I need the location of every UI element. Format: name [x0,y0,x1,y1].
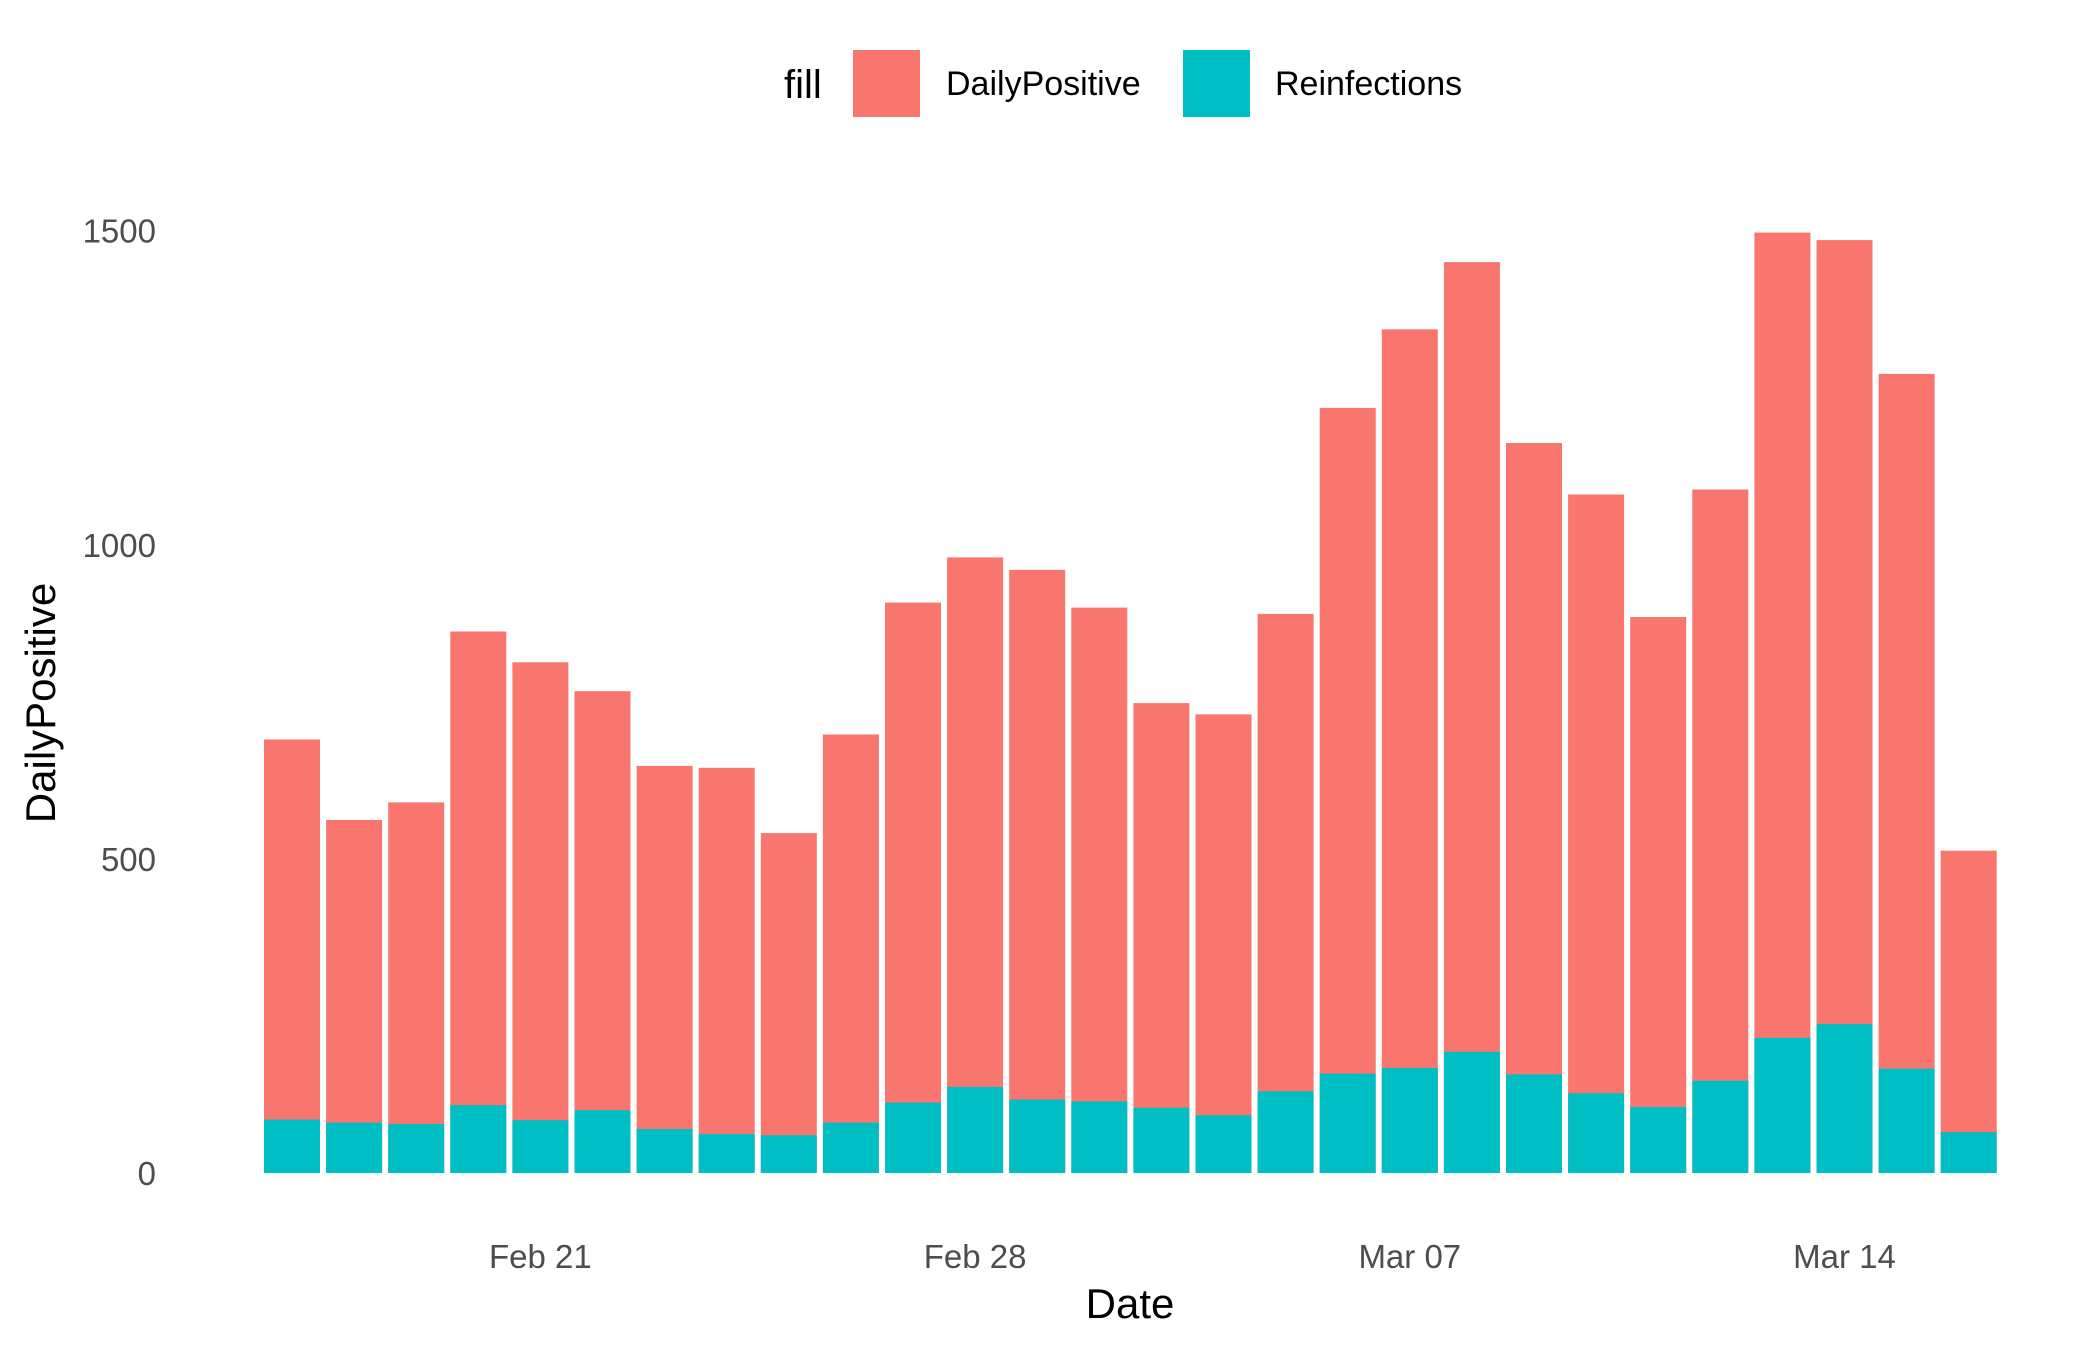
bar-reinfections-2021-02-25 [760,1135,817,1173]
bar-dailypositive-2021-03-16 [1940,850,1997,1173]
legend-label-reinfections: Reinfections [1275,65,1462,103]
bar-dailypositive-2021-03-09 [1506,443,1562,1173]
bar-dailypositive-2021-02-28 [947,557,1004,1173]
bar-dailypositive-2021-02-19 [388,802,445,1173]
bar-dailypositive-2021-02-23 [636,765,693,1173]
y-tick-label-500: 500 [101,841,156,878]
bar-reinfections-2021-02-20 [450,1105,507,1173]
bar-reinfections-2021-03-11 [1630,1107,1687,1173]
bar-reinfections-2021-03-16 [1940,1132,1997,1173]
y-tick-label-1000: 1000 [83,527,156,564]
bar-dailypositive-2021-02-18 [326,820,383,1173]
bar-reinfections-2021-02-26 [822,1122,879,1173]
bar-dailypositive-2021-02-22 [574,691,631,1173]
bar-dailypositive-2021-03-08 [1443,262,1500,1174]
bar-dailypositive-2021-02-17 [264,739,320,1173]
bar-dailypositive-2021-03-11 [1630,617,1687,1173]
bar-dailypositive-2021-03-14 [1816,240,1873,1174]
bar-reinfections-2021-03-08 [1443,1051,1500,1173]
y-axis-ticks: 0 500 1000 1500 [83,213,156,1192]
bar-reinfections-2021-03-15 [1878,1068,1935,1173]
bar-dailypositive-2021-03-04 [1195,714,1252,1173]
y-tick-label-0: 0 [138,1155,156,1192]
bar-reinfections-2021-02-24 [698,1134,755,1173]
bar-reinfections-2021-03-13 [1754,1037,1811,1173]
bar-reinfections-2021-03-09 [1506,1074,1562,1173]
bar-reinfections-2021-02-19 [388,1124,445,1173]
bar-dailypositive-2021-03-10 [1568,494,1625,1173]
bar-dailypositive-2021-03-03 [1133,703,1190,1173]
x-tick-label-2021-03-14: Mar 14 [1793,1238,1896,1275]
x-tick-label-2021-03-07: Mar 07 [1358,1238,1461,1275]
bar-dailypositive-2021-03-01 [1009,569,1066,1173]
bar-reinfections-2021-02-27 [885,1102,941,1173]
x-tick-label-2021-02-28: Feb 28 [924,1238,1027,1275]
bar-reinfections-2021-03-01 [1009,1099,1066,1173]
bar-reinfections-2021-03-12 [1692,1080,1749,1173]
bar-dailypositive-2021-03-05 [1257,613,1314,1173]
bar-reinfections-2021-02-17 [264,1119,320,1173]
bar-reinfections-2021-03-14 [1816,1024,1873,1173]
bar-reinfections-2021-02-23 [636,1129,693,1173]
bar-reinfections-2021-02-21 [512,1120,569,1173]
bar-dailypositive-2021-02-26 [822,734,879,1173]
series-reinfections-bars [264,1024,1997,1173]
bar-reinfections-2021-03-04 [1195,1115,1252,1173]
series-dailypositive-bars [264,232,1997,1174]
bar-dailypositive-2021-02-21 [512,662,569,1173]
legend-swatch-dailypositive [853,50,920,117]
bar-reinfections-2021-03-02 [1071,1101,1128,1173]
y-tick-label-1500: 1500 [83,213,156,250]
legend-swatch-reinfections [1183,50,1250,117]
bar-reinfections-2021-02-28 [947,1086,1004,1173]
bar-reinfections-2021-03-10 [1568,1093,1625,1173]
bar-dailypositive-2021-02-27 [885,602,941,1173]
bar-reinfections-2021-02-18 [326,1122,383,1173]
bar-reinfections-2021-03-05 [1257,1091,1314,1173]
bar-dailypositive-2021-02-24 [698,767,755,1173]
x-tick-label-2021-02-21: Feb 21 [489,1238,592,1275]
legend-title: fill [784,63,822,107]
bar-dailypositive-2021-03-12 [1692,489,1749,1173]
bar-dailypositive-2021-03-02 [1071,607,1128,1173]
bar-reinfections-2021-03-07 [1381,1068,1438,1173]
bar-dailypositive-2021-03-07 [1381,329,1438,1173]
x-axis-ticks: Feb 21 Feb 28 Mar 07 Mar 14 [489,1238,1896,1275]
bar-dailypositive-2021-02-25 [760,833,817,1173]
bar-dailypositive-2021-03-06 [1319,407,1376,1173]
legend: fill DailyPositive Reinfections [784,50,1462,117]
y-axis-title: DailyPositive [17,583,64,823]
bar-reinfections-2021-03-06 [1319,1073,1376,1173]
bar-dailypositive-2021-03-15 [1878,373,1935,1173]
bar-dailypositive-2021-02-20 [450,631,507,1173]
bar-reinfections-2021-02-22 [574,1110,631,1173]
bar-reinfections-2021-03-03 [1133,1107,1190,1173]
x-axis-title: Date [1086,1280,1175,1327]
legend-label-dailypositive: DailyPositive [946,65,1141,103]
bar-dailypositive-2021-03-13 [1754,232,1811,1174]
